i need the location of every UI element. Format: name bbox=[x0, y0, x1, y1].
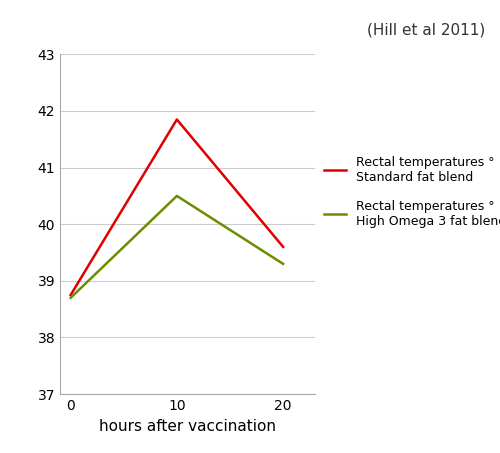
Legend: Rectal temperatures °
Standard fat blend, Rectal temperatures °
High Omega 3 fat: Rectal temperatures ° Standard fat blend… bbox=[324, 156, 500, 228]
Text: (Hill et al 2011): (Hill et al 2011) bbox=[367, 23, 485, 38]
X-axis label: hours after vaccination: hours after vaccination bbox=[99, 419, 276, 434]
